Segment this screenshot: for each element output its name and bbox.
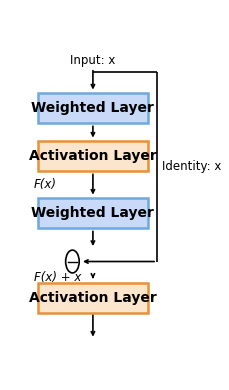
Circle shape bbox=[65, 250, 79, 273]
Text: F(x): F(x) bbox=[34, 179, 57, 191]
Text: Identity: x: Identity: x bbox=[162, 160, 221, 174]
Text: Activation Layer: Activation Layer bbox=[29, 291, 156, 305]
Text: Weighted Layer: Weighted Layer bbox=[31, 206, 154, 220]
FancyBboxPatch shape bbox=[38, 199, 147, 229]
Text: Weighted Layer: Weighted Layer bbox=[31, 101, 154, 115]
Text: F(x) + x: F(x) + x bbox=[34, 271, 81, 284]
Text: Activation Layer: Activation Layer bbox=[29, 149, 156, 163]
Text: Input: x: Input: x bbox=[70, 54, 115, 67]
FancyBboxPatch shape bbox=[38, 93, 147, 123]
FancyBboxPatch shape bbox=[38, 282, 147, 312]
FancyBboxPatch shape bbox=[38, 142, 147, 172]
